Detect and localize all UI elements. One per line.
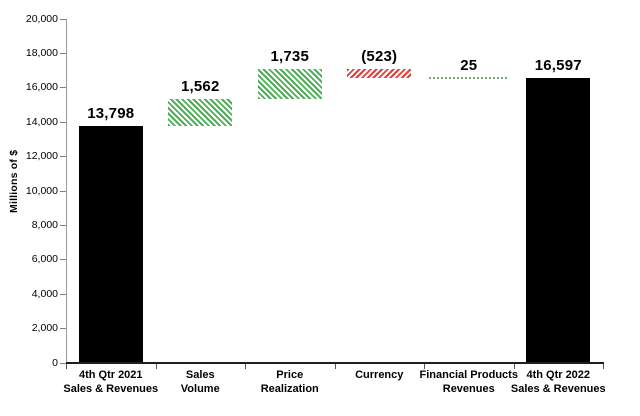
y-axis-tick-label: 0 — [52, 356, 58, 369]
bar-value-label: (523) — [361, 47, 398, 65]
category-label: 4th Qtr 2021 Sales & Revenues — [63, 369, 159, 395]
y-axis-tick — [60, 259, 66, 261]
y-axis-tick-label: 8,000 — [31, 218, 58, 231]
bar-4th-qtr-2022-sales-and-revenues — [526, 77, 591, 363]
y-axis-tick — [60, 224, 66, 226]
bar-value-label: 1,735 — [270, 47, 310, 65]
category-label: Price Realization — [260, 369, 319, 395]
bar-value-label: 1,562 — [180, 77, 220, 95]
bar-value-label: 16,597 — [534, 56, 582, 74]
y-axis-tick — [60, 121, 66, 123]
y-axis-tick-label: 6,000 — [31, 253, 58, 266]
y-axis-tick — [60, 190, 66, 192]
bar-value-label: 13,798 — [87, 104, 135, 122]
x-axis-tick — [334, 364, 336, 369]
x-axis-line — [66, 362, 604, 364]
y-axis-tick-label: 20,000 — [25, 12, 58, 25]
bar-4th-qtr-2021-sales-and-revenues — [78, 125, 143, 363]
bar-financial-products-revenues — [428, 76, 509, 79]
y-axis-tick — [60, 328, 66, 330]
y-axis-tick — [60, 87, 66, 89]
x-axis-tick — [513, 364, 515, 369]
bar-sales-volume — [168, 98, 233, 126]
y-axis-line — [66, 19, 67, 363]
y-axis-tick-label: 10,000 — [25, 184, 58, 197]
y-axis-tick-label: 2,000 — [31, 322, 58, 335]
category-label: Financial Products Revenues — [419, 369, 518, 395]
category-label: 4th Qtr 2022 Sales & Revenues — [510, 369, 606, 395]
bar-value-label: 25 — [460, 56, 478, 74]
y-axis-tick — [60, 52, 66, 54]
y-axis-tick-label: 14,000 — [25, 115, 58, 128]
x-axis-tick — [424, 364, 425, 369]
category-label: Sales Volume — [180, 369, 220, 395]
y-axis-tick-label: 18,000 — [25, 46, 58, 59]
y-axis-tick-label: 4,000 — [31, 287, 58, 300]
x-axis-tick — [66, 364, 67, 369]
y-axis-tick — [60, 18, 66, 20]
x-axis-tick — [245, 364, 246, 369]
x-axis-tick — [603, 364, 604, 369]
y-axis-tick-label: 16,000 — [25, 81, 58, 94]
category-label: Currency — [355, 369, 404, 381]
y-axis-tick — [60, 293, 66, 295]
bar-currency — [347, 68, 412, 78]
y-axis-tick — [60, 362, 66, 364]
bar-price-realization — [257, 68, 322, 99]
x-axis-tick — [155, 364, 157, 369]
y-axis-tick-label: 12,000 — [25, 150, 58, 163]
y-axis-tick — [60, 156, 66, 158]
